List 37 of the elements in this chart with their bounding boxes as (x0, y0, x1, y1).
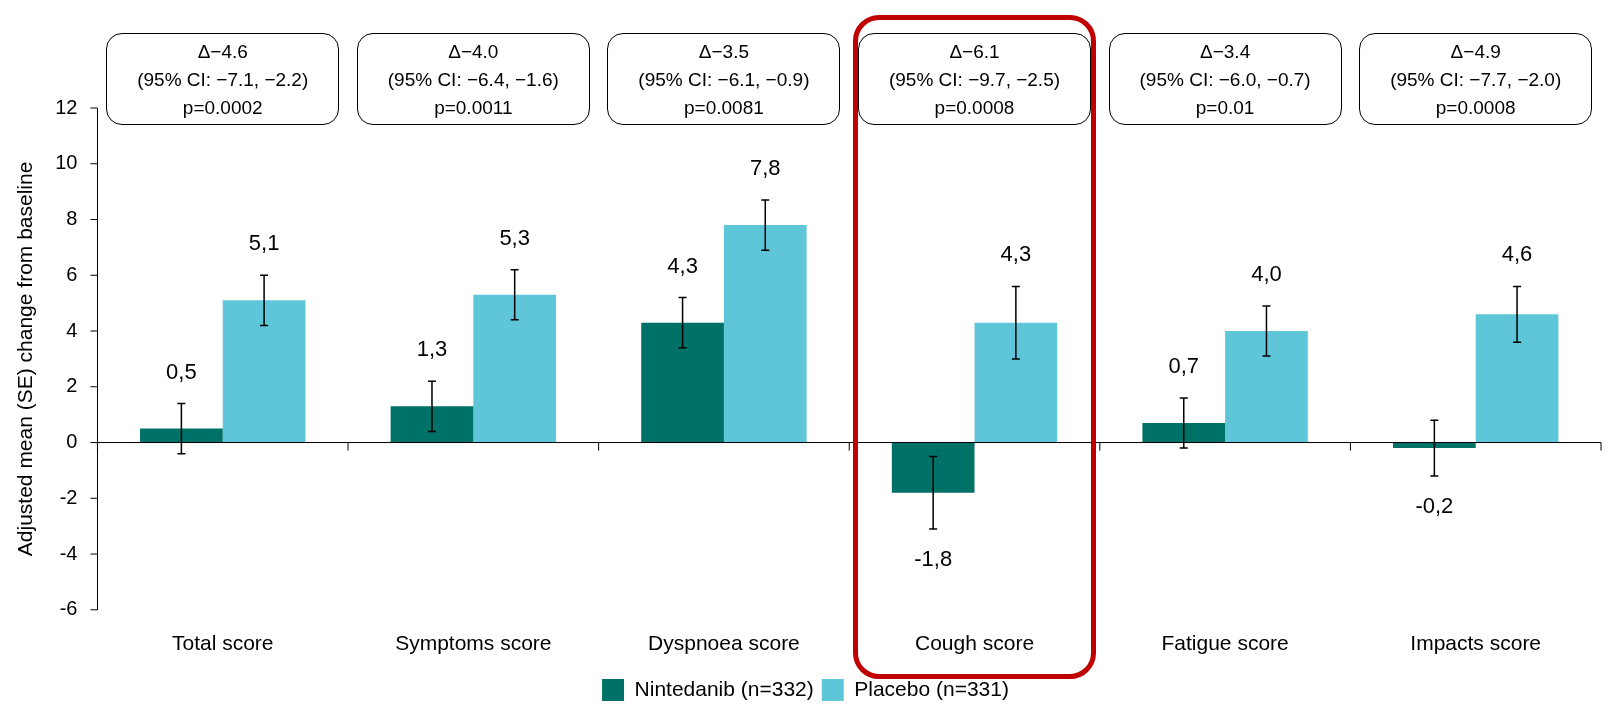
y-tick-label: 8 (66, 207, 78, 230)
x-tick-label: Dyspnoea score (648, 631, 800, 655)
data-label: 5,3 (499, 224, 530, 250)
callout-box: Δ−3.5 (95% CI: −6.1, −0.9) p=0.0081 (607, 33, 841, 125)
data-label: 7,8 (749, 155, 781, 181)
data-label: 0,5 (166, 358, 197, 384)
data-label: 4,3 (667, 252, 698, 278)
data-label: -0,2 (1415, 493, 1454, 519)
x-tick-label: Symptoms score (395, 631, 552, 655)
callout-box: Δ−4.0 (95% CI: −6.4, −1.6) p=0.0011 (356, 33, 590, 125)
data-label: 4,0 (1251, 260, 1282, 286)
y-tick-label: -6 (59, 597, 78, 620)
callout-box: Δ−6.1 (95% CI: −9.7, −2.5) p=0.0008 (858, 33, 1092, 125)
y-tick-label: 6 (66, 262, 78, 285)
y-tick-label: 0 (66, 430, 78, 453)
y-tick-label: 12 (55, 95, 78, 118)
y-tick-label: -4 (59, 541, 78, 564)
y-axis-title: Adjusted mean (SE) change from baseline (13, 161, 37, 557)
callout-box: Δ−4.6 (95% CI: −7.1, −2.2) p=0.0002 (106, 33, 340, 125)
data-label: 0,7 (1168, 352, 1200, 378)
legend-label: Nintedanib (n=332) (634, 676, 814, 700)
data-label: 4,3 (1000, 241, 1032, 267)
data-label: 5,1 (248, 230, 280, 256)
x-tick-label: Total score (171, 631, 274, 655)
callout-box: Δ−3.4 (95% CI: −6.0, −0.7) p=0.01 (1108, 33, 1342, 125)
y-tick-label: 10 (55, 151, 78, 174)
legend-label: Placebo (n=331) (854, 676, 1009, 700)
x-tick-label: Fatigue score (1161, 631, 1289, 655)
callout-box: Δ−4.9 (95% CI: −7.7, −2.0) p=0.0008 (1359, 33, 1593, 125)
x-tick-label: Impacts score (1410, 631, 1542, 655)
x-tick-label: Cough score (914, 631, 1035, 655)
data-label: 1,3 (416, 336, 448, 362)
data-label: -1,8 (914, 546, 953, 572)
y-tick-label: -2 (59, 485, 78, 508)
data-label: 4,6 (1501, 241, 1533, 267)
y-tick-label: 4 (66, 318, 78, 341)
y-tick-label: 2 (66, 374, 78, 397)
